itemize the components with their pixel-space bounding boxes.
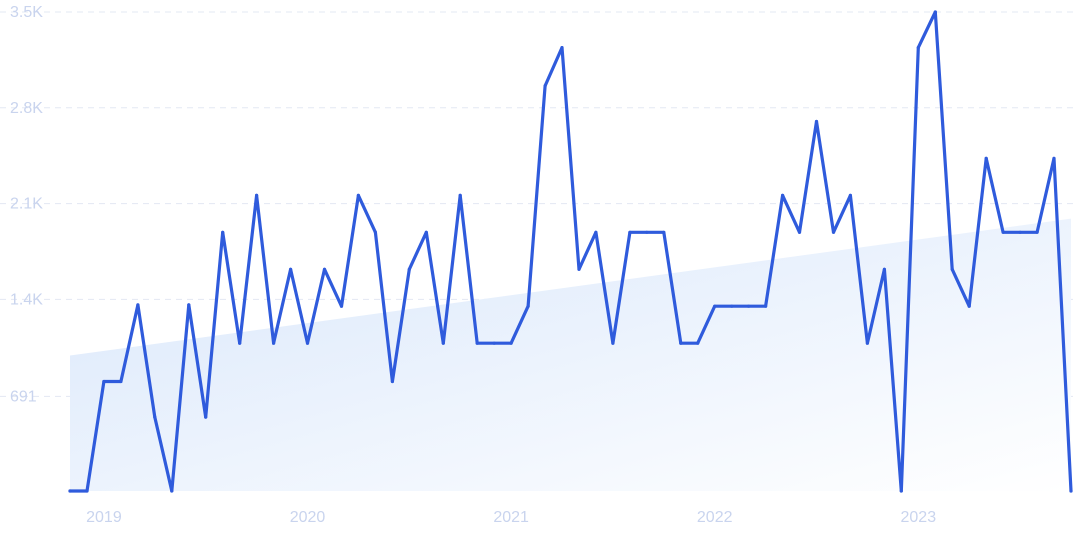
data-point (594, 230, 598, 234)
data-point (509, 341, 513, 345)
data-point (611, 341, 615, 345)
data-point (187, 303, 191, 307)
data-point (865, 341, 870, 345)
data-point (305, 341, 310, 345)
data-point (645, 230, 649, 234)
data-point (170, 489, 174, 493)
data-point (339, 304, 344, 308)
data-point (526, 304, 530, 308)
x-tick-label: 2019 (86, 509, 122, 526)
y-axis-tick-labels: 691 1.4K 2.1K 2.8K 3.5K (10, 4, 43, 405)
x-tick-label: 2023 (901, 509, 937, 526)
data-point (85, 489, 89, 493)
data-point (662, 230, 666, 234)
data-point (831, 230, 836, 234)
data-point (764, 304, 768, 308)
data-point (119, 379, 123, 384)
data-point (373, 230, 377, 234)
data-point (967, 304, 971, 308)
data-point (747, 304, 751, 308)
data-point (797, 230, 802, 234)
data-point (68, 489, 72, 493)
data-point (984, 156, 988, 160)
data-point (441, 341, 445, 345)
series-line (68, 10, 1073, 493)
x-axis-tick-labels: 2019 2020 2021 2022 2023 (86, 509, 936, 526)
data-point (424, 230, 428, 234)
data-point (221, 230, 225, 234)
trend-area (70, 218, 1071, 491)
data-points (68, 10, 1073, 493)
data-point (1052, 156, 1056, 160)
x-tick-label: 2022 (697, 509, 733, 526)
data-point (458, 193, 462, 197)
data-point (1018, 230, 1022, 234)
data-point (899, 489, 903, 493)
data-point (407, 267, 411, 271)
data-point (679, 341, 683, 345)
data-point (153, 415, 157, 419)
data-point (136, 303, 140, 307)
data-point (950, 267, 954, 271)
data-point (696, 341, 700, 345)
data-point (492, 341, 496, 345)
y-tick-label: 2.1K (10, 196, 43, 213)
data-point (238, 341, 242, 345)
data-point (390, 379, 394, 384)
data-point (713, 304, 717, 308)
data-point (916, 46, 920, 50)
x-tick-label: 2021 (493, 509, 529, 526)
y-tick-label: 2.8K (10, 100, 43, 117)
data-point (356, 193, 360, 197)
data-point (882, 267, 887, 271)
y-tick-label: 691 (10, 388, 37, 405)
data-point (102, 379, 106, 384)
x-tick-label: 2020 (290, 509, 326, 526)
data-point (628, 230, 632, 234)
y-tick-label: 3.5K (10, 4, 43, 21)
data-point (1035, 230, 1039, 234)
data-point (814, 119, 819, 124)
data-point (730, 304, 734, 308)
data-point (1069, 489, 1073, 493)
data-point (781, 193, 785, 197)
data-point (848, 193, 853, 197)
data-point (1001, 230, 1005, 234)
data-point (322, 267, 327, 271)
data-point (255, 193, 259, 197)
data-point (289, 267, 293, 271)
data-point (543, 84, 547, 88)
data-point (272, 341, 276, 345)
data-point (475, 341, 479, 345)
y-tick-label: 1.4K (10, 291, 43, 308)
data-point (933, 10, 937, 14)
data-point (577, 267, 581, 271)
data-point (560, 46, 564, 50)
data-point (204, 415, 208, 419)
